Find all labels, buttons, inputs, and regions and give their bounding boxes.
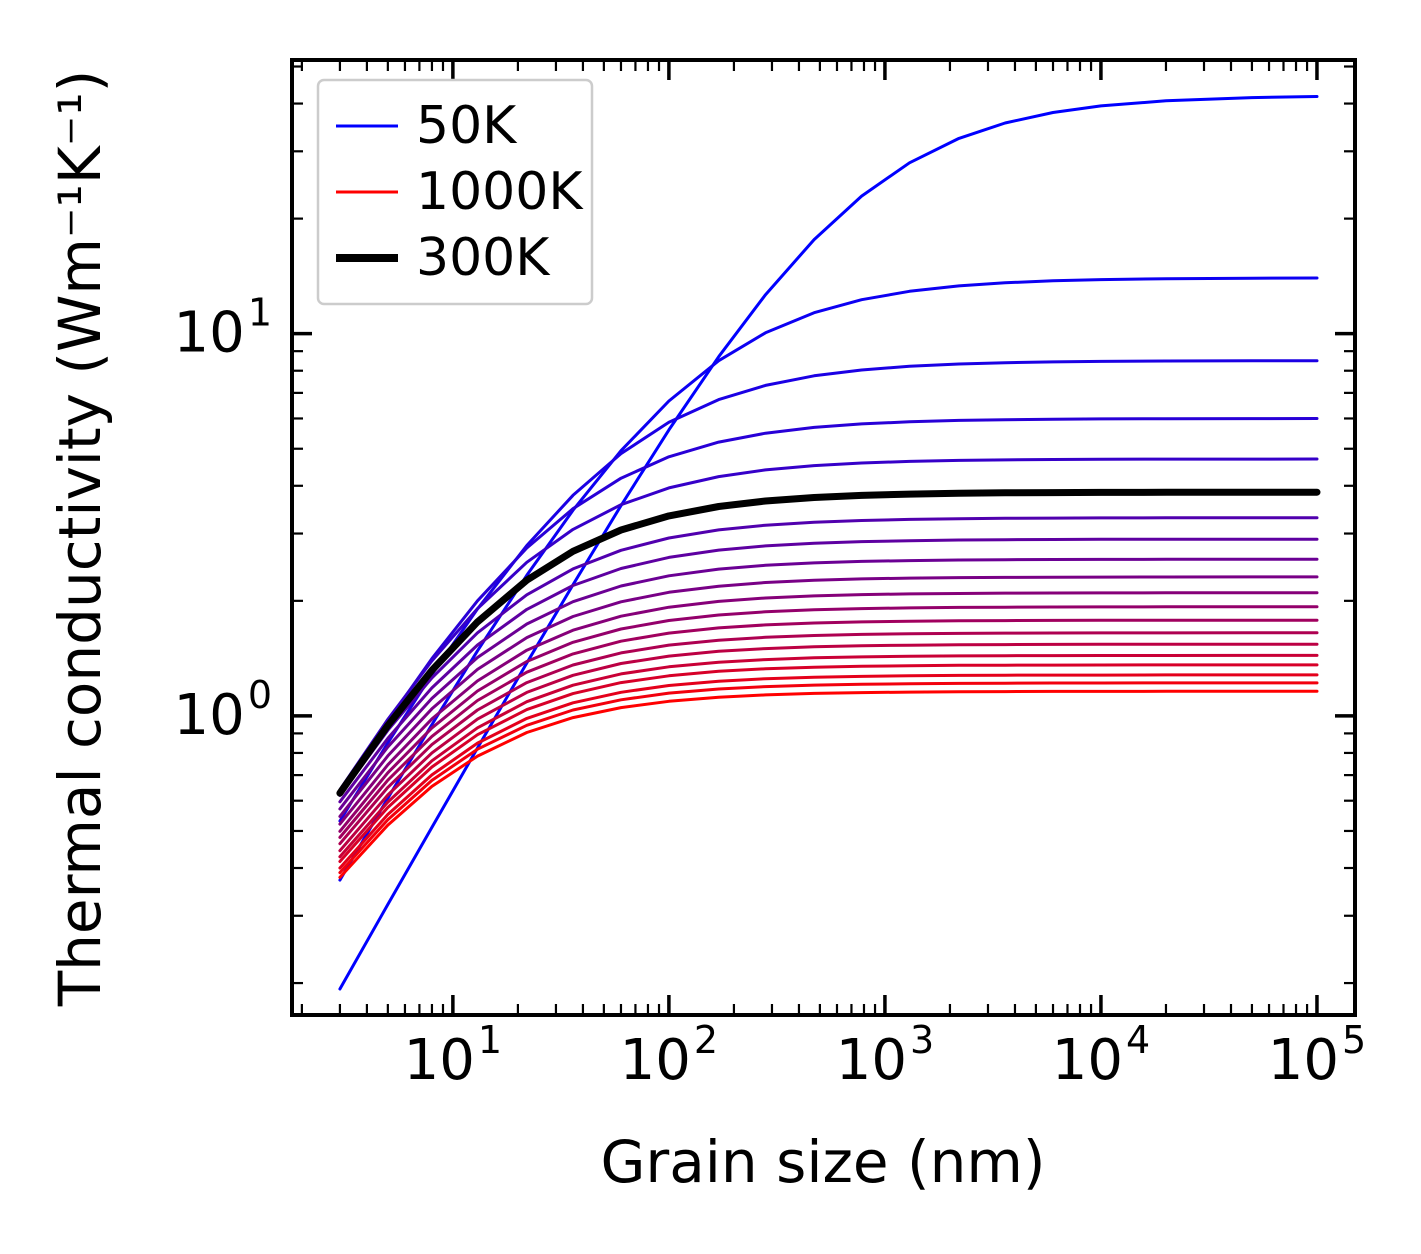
series-line-650K [338,618,1319,839]
series-line-600K [338,605,1319,833]
axes-spines [290,58,1357,1017]
x-tick-label-10e4: 104 [1052,1018,1150,1093]
series-line-50K [338,95,1319,991]
series-line-200K [338,417,1319,797]
y-tick-label-10e1: 101 [174,291,272,366]
series-line-150K [338,359,1319,823]
series-line-500K [338,575,1319,818]
series-line-250K [338,457,1319,792]
series-line-950K [338,681,1319,875]
series-line-350K [338,516,1319,797]
series-line-700K [338,631,1319,846]
x-tick-labels: 101 102 103 104 105 [404,1018,1367,1093]
x-tick-label-10e5: 105 [1268,1018,1366,1093]
legend-label-300K: 300K [416,228,551,288]
series-line-850K [338,663,1319,863]
curves [336,95,1321,991]
x-tick-label-10e1: 101 [404,1018,502,1093]
x-tick-label-10e2: 102 [620,1018,718,1093]
x-axis-title: Grain size (nm) [600,1128,1046,1196]
series-line-300K [336,488,1321,797]
series-line-550K [338,591,1319,826]
series-line-800K [338,653,1319,859]
legend-label-50K: 50K [416,96,518,156]
y-tick-label-10e0: 100 [174,673,272,748]
y-axis-title: Thermal conductivity (Wm⁻¹K⁻¹) [46,69,114,1007]
series-line-1000K [338,689,1319,879]
y-tick-labels: 100 101 [174,291,272,748]
series-line-750K [338,642,1319,853]
series-line-900K [338,673,1319,870]
series-line-450K [338,557,1319,811]
legend-label-1000K: 1000K [416,162,584,222]
legend-box [316,78,594,306]
series-line-400K [338,537,1319,804]
x-tick-label-10e3: 103 [836,1018,934,1093]
